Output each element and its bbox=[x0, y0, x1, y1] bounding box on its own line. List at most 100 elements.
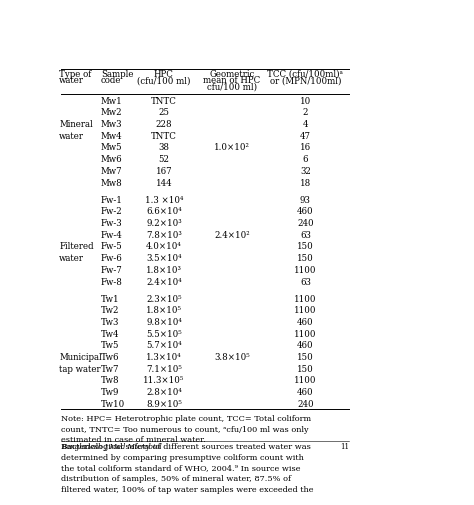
Text: Fw-7: Fw-7 bbox=[101, 265, 122, 274]
Text: 5.7×10⁴: 5.7×10⁴ bbox=[146, 341, 182, 350]
Text: Filtered: Filtered bbox=[59, 242, 94, 251]
Text: 3.5×10⁴: 3.5×10⁴ bbox=[146, 254, 182, 263]
Text: 52: 52 bbox=[158, 155, 169, 164]
Text: 9.2×10³: 9.2×10³ bbox=[146, 219, 182, 228]
Text: Fw-8: Fw-8 bbox=[101, 277, 123, 286]
Text: 63: 63 bbox=[300, 230, 311, 239]
Text: 32: 32 bbox=[300, 167, 311, 176]
Text: Tw6: Tw6 bbox=[101, 352, 119, 362]
Text: Mw8: Mw8 bbox=[101, 178, 122, 187]
Text: 150: 150 bbox=[297, 364, 314, 373]
Text: 2: 2 bbox=[302, 108, 308, 117]
Text: 6.6×10⁴: 6.6×10⁴ bbox=[146, 207, 182, 216]
Text: 6: 6 bbox=[302, 155, 308, 164]
Text: 7.1×10⁵: 7.1×10⁵ bbox=[146, 364, 182, 373]
Text: 7.8×10³: 7.8×10³ bbox=[146, 230, 182, 239]
Text: 3.8×10⁵: 3.8×10⁵ bbox=[214, 352, 250, 362]
Text: Mw2: Mw2 bbox=[101, 108, 122, 117]
Text: 228: 228 bbox=[155, 120, 172, 129]
Text: 240: 240 bbox=[297, 219, 314, 228]
Text: Tw7: Tw7 bbox=[101, 364, 119, 373]
Text: 1100: 1100 bbox=[294, 329, 317, 338]
Text: 167: 167 bbox=[155, 167, 172, 176]
Text: TNTC: TNTC bbox=[151, 96, 177, 106]
Text: 460: 460 bbox=[297, 318, 314, 326]
Text: Mw1: Mw1 bbox=[101, 96, 122, 106]
Text: 1.8×10³: 1.8×10³ bbox=[146, 265, 182, 274]
Text: Type of: Type of bbox=[59, 70, 91, 79]
Text: 150: 150 bbox=[297, 352, 314, 362]
Text: Mw7: Mw7 bbox=[101, 167, 122, 176]
Text: Geometric: Geometric bbox=[210, 70, 255, 79]
Text: Tw5: Tw5 bbox=[101, 341, 119, 350]
Text: Note: HPC= Heterotrophic plate count, TCC= Total coliform
count, TNTC= Too numer: Note: HPC= Heterotrophic plate count, TC… bbox=[61, 414, 311, 443]
Text: Municipal: Municipal bbox=[59, 352, 102, 362]
Text: mean of HPC: mean of HPC bbox=[203, 76, 261, 85]
Text: 16: 16 bbox=[300, 143, 311, 152]
Text: 1100: 1100 bbox=[294, 306, 317, 315]
Text: Fw-5: Fw-5 bbox=[101, 242, 122, 251]
Text: Tw10: Tw10 bbox=[101, 399, 125, 408]
Text: 460: 460 bbox=[297, 207, 314, 216]
Text: 4: 4 bbox=[302, 120, 308, 129]
Text: 460: 460 bbox=[297, 341, 314, 350]
Text: Mw3: Mw3 bbox=[101, 120, 122, 129]
Text: 1100: 1100 bbox=[294, 265, 317, 274]
Text: Fw-6: Fw-6 bbox=[101, 254, 122, 263]
Text: 1.8×10⁵: 1.8×10⁵ bbox=[146, 306, 182, 315]
Text: 18: 18 bbox=[300, 178, 311, 187]
Text: (cfu/100 ml): (cfu/100 ml) bbox=[137, 76, 191, 85]
Text: 38: 38 bbox=[158, 143, 169, 152]
Text: 47: 47 bbox=[300, 131, 311, 140]
Text: Tw2: Tw2 bbox=[101, 306, 119, 315]
Text: 5.5×10⁵: 5.5×10⁵ bbox=[146, 329, 182, 338]
Text: Mineral: Mineral bbox=[59, 120, 93, 129]
Text: water: water bbox=[59, 131, 84, 140]
Text: Mw4: Mw4 bbox=[101, 131, 122, 140]
Text: 1100: 1100 bbox=[294, 294, 317, 303]
Text: TNTC: TNTC bbox=[151, 131, 177, 140]
Text: Tw1: Tw1 bbox=[101, 294, 119, 303]
Text: 4.0×10⁴: 4.0×10⁴ bbox=[146, 242, 182, 251]
Text: 150: 150 bbox=[297, 254, 314, 263]
Text: 240: 240 bbox=[297, 399, 314, 408]
Text: 2.3×10⁵: 2.3×10⁵ bbox=[146, 294, 182, 303]
Text: 2.4×10⁴: 2.4×10⁴ bbox=[146, 277, 182, 286]
Text: Tw4: Tw4 bbox=[101, 329, 119, 338]
Text: 1.3 ×10⁴: 1.3 ×10⁴ bbox=[145, 195, 183, 205]
Text: Tw8: Tw8 bbox=[101, 376, 119, 385]
Text: 1100: 1100 bbox=[294, 376, 317, 385]
Text: cfu/100 ml): cfu/100 ml) bbox=[207, 82, 257, 91]
Text: TCC (cfu/100ml)ᵃ: TCC (cfu/100ml)ᵃ bbox=[267, 70, 343, 79]
Text: water: water bbox=[59, 254, 84, 263]
Text: 10: 10 bbox=[300, 96, 311, 106]
Text: 150: 150 bbox=[297, 242, 314, 251]
Text: 8.9×10⁵: 8.9×10⁵ bbox=[146, 399, 182, 408]
Text: 460: 460 bbox=[297, 387, 314, 396]
Text: 93: 93 bbox=[300, 195, 311, 205]
Text: Tw3: Tw3 bbox=[101, 318, 119, 326]
Text: Sample: Sample bbox=[101, 70, 133, 79]
Text: 2.8×10⁴: 2.8×10⁴ bbox=[146, 387, 182, 396]
Text: 1.0×10²: 1.0×10² bbox=[214, 143, 250, 152]
Text: Bacteriological safety of different sources treated water was
determined by comp: Bacteriological safety of different sour… bbox=[61, 442, 314, 493]
Text: 2.4×10²: 2.4×10² bbox=[214, 230, 250, 239]
Text: 25: 25 bbox=[158, 108, 169, 117]
Text: tap water: tap water bbox=[59, 364, 101, 373]
Text: 1.3×10⁴: 1.3×10⁴ bbox=[146, 352, 182, 362]
Text: code: code bbox=[101, 76, 121, 85]
Text: HPC: HPC bbox=[154, 70, 174, 79]
Text: Mw6: Mw6 bbox=[101, 155, 122, 164]
Text: Fw-2: Fw-2 bbox=[101, 207, 122, 216]
Text: 144: 144 bbox=[155, 178, 172, 187]
Text: Fw-4: Fw-4 bbox=[101, 230, 122, 239]
Text: 11.3×10⁵: 11.3×10⁵ bbox=[143, 376, 185, 385]
Text: Fw-3: Fw-3 bbox=[101, 219, 122, 228]
Text: Tw9: Tw9 bbox=[101, 387, 119, 396]
Text: water: water bbox=[59, 76, 84, 85]
Text: 11: 11 bbox=[340, 442, 349, 450]
Text: Fw-1: Fw-1 bbox=[101, 195, 123, 205]
Text: 9.8×10⁴: 9.8×10⁴ bbox=[146, 318, 182, 326]
Text: 63: 63 bbox=[300, 277, 311, 286]
Text: Bangladesh J Med Microbiol: Bangladesh J Med Microbiol bbox=[61, 442, 162, 450]
